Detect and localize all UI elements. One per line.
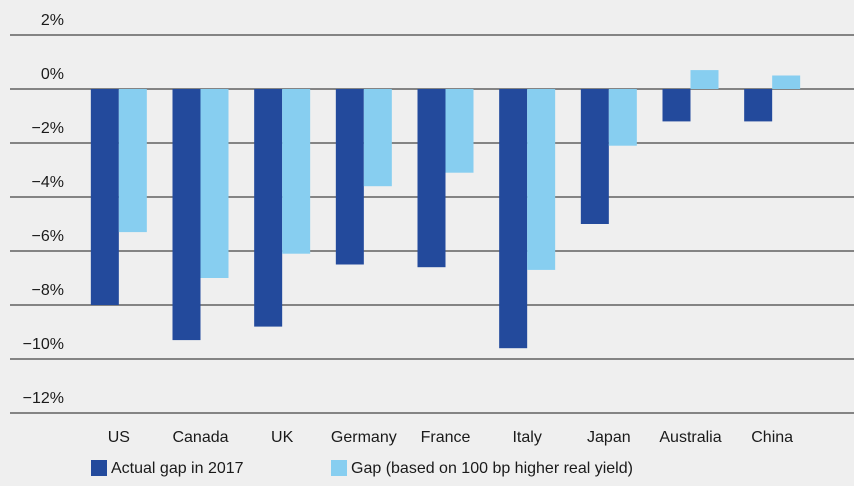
x-tick-label: China [751,429,793,446]
legend-label: Actual gap in 2017 [111,460,244,477]
x-tick-label: Canada [172,429,228,446]
x-tick-label: Australia [659,429,721,446]
legend-label: Gap (based on 100 bp higher real yield) [351,460,633,477]
y-tick-label: −6% [32,228,64,245]
x-tick-label: France [421,429,471,446]
bar [363,89,392,187]
y-tick-label: 2% [41,12,64,29]
x-tick-label: US [108,429,130,446]
y-tick-label: −4% [32,174,64,191]
bar [580,89,609,224]
x-tick-label: Germany [331,429,397,446]
bar [118,89,147,233]
y-tick-label: 0% [41,66,64,83]
legend-swatch [91,460,107,476]
y-tick-label: −10% [23,336,64,353]
bar [744,89,773,122]
bar [200,89,229,278]
bar [772,75,801,89]
bar [690,70,719,89]
x-tick-label: Italy [512,429,541,446]
bar [527,89,556,270]
bar [662,89,691,122]
x-tick-label: UK [271,429,294,446]
bar [499,89,528,349]
y-tick-label: −12% [23,390,64,407]
bar [90,89,119,305]
bar [417,89,446,268]
y-tick-label: −2% [32,120,64,137]
bar [172,89,201,341]
bar [282,89,311,254]
legend-swatch [331,460,347,476]
bar [608,89,637,146]
bar [335,89,364,265]
bar [445,89,474,173]
y-tick-label: −8% [32,282,64,299]
bar [254,89,283,327]
x-tick-label: Japan [587,429,631,446]
